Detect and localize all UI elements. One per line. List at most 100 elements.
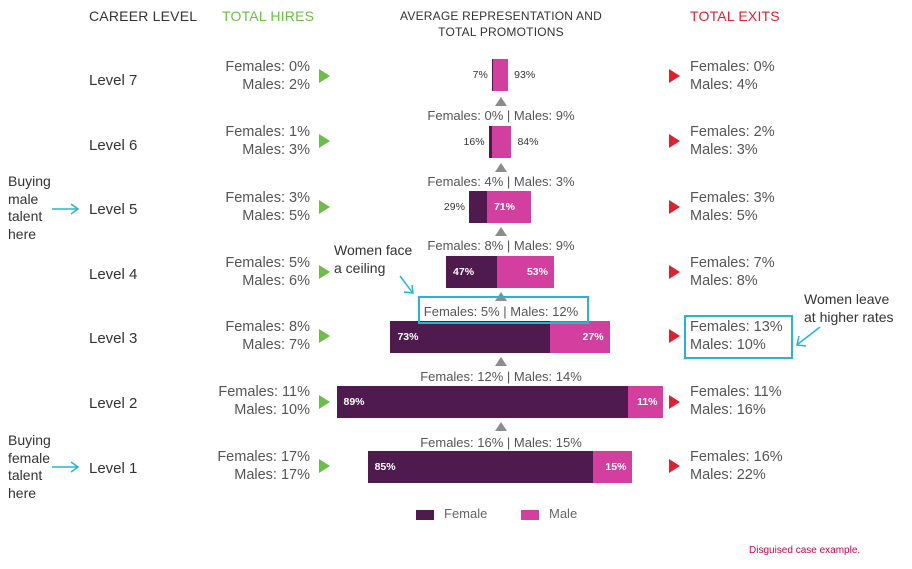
promotion-rate: Females: 12% | Males: 14% (420, 369, 582, 384)
exits-female: Females: 7% (690, 255, 775, 271)
bar-male-label: 84% (517, 136, 539, 148)
bar-male-label: 71% (493, 201, 515, 213)
bar-male-segment (627, 386, 664, 418)
note-line: talent (8, 208, 43, 224)
hires-male: Males: 3% (242, 141, 310, 158)
hires-male: Males: 6% (242, 272, 310, 289)
promotion-rate: Females: 8% | Males: 9% (427, 238, 575, 253)
hires-arrow-icon (319, 265, 330, 279)
hires-male: Males: 5% (242, 207, 310, 224)
exits-arrow-icon (669, 69, 680, 83)
exits-male: Males: 3% (690, 141, 758, 158)
hires-female: Females: 8% (225, 319, 310, 335)
level-label: Level 3 (89, 330, 138, 347)
promotion-rate: Females: 5% | Males: 12% (423, 304, 579, 319)
exits-arrow-icon (669, 134, 680, 148)
hires-female: Females: 1% (225, 124, 310, 140)
buying-female-note: Buying female talent here (8, 432, 51, 502)
exits-male: Males: 4% (690, 76, 758, 93)
exits-male: Males: 16% (690, 401, 766, 418)
exits-male: Males: 5% (690, 207, 758, 224)
note-line: Women face (334, 242, 413, 258)
exits-values: Females: 3% Males: 5% (690, 190, 830, 225)
promotion-rate: Females: 0% | Males: 9% (427, 108, 575, 123)
exits-female: Females: 0% (690, 59, 775, 75)
bar-male-segment (486, 191, 532, 223)
hires-arrow-icon (319, 329, 330, 343)
bar-female-segment (491, 59, 493, 91)
hires-arrow-icon (319, 459, 330, 473)
note-line: here (8, 484, 37, 501)
buying-male-note: Buying male talent here (8, 173, 51, 243)
hires-female: Females: 0% (225, 59, 310, 75)
promotion-arrow-icon (495, 357, 507, 366)
bar-male-label: 15% (605, 461, 627, 473)
hires-arrow-icon (319, 395, 330, 409)
bar-female-label: 85% (374, 461, 396, 473)
hires-male: Males: 2% (242, 76, 310, 93)
bar-female-segment (336, 386, 628, 418)
note-line: talent (8, 467, 43, 483)
note-line: here (8, 225, 37, 242)
bar-male-segment (550, 321, 610, 353)
ceiling-arrow-icon (399, 275, 414, 294)
leave-note: Women leave at higher rates (804, 291, 894, 326)
exits-values: Females: 7% Males: 8% (690, 255, 830, 290)
exits-male: Males: 10% (690, 336, 766, 353)
hires-values: Females: 8% Males: 7% (170, 319, 310, 354)
bar-female-label: 29% (443, 201, 465, 213)
bar-female-label: 89% (343, 396, 365, 408)
exits-female: Females: 16% (690, 449, 783, 465)
legend-swatch-male (521, 510, 539, 520)
bar-male-label: 53% (526, 266, 548, 278)
bar-female-label: 73% (397, 331, 419, 343)
promotion-arrow-icon (495, 163, 507, 172)
buying-male-arrow-icon (52, 203, 80, 215)
total-hires-header: TOTAL HIRES (222, 8, 315, 24)
bar-female-label: 7% (472, 69, 488, 81)
bar-female-segment (390, 321, 551, 353)
bar-female-label: 47% (453, 266, 475, 278)
level-label: Level 5 (89, 201, 138, 218)
exits-female: Females: 3% (690, 190, 775, 206)
hires-values: Females: 5% Males: 6% (170, 255, 310, 290)
level-label: Level 2 (89, 395, 138, 412)
hires-arrow-icon (319, 200, 330, 214)
exits-female: Females: 11% (690, 384, 782, 400)
hires-female: Females: 11% (218, 384, 310, 400)
representation-header: AVERAGE REPRESENTATION AND TOTAL PROMOTI… (380, 8, 622, 40)
hires-values: Females: 3% Males: 5% (170, 190, 310, 225)
note-line: male (8, 190, 39, 207)
note-line: female (8, 449, 51, 466)
bar-female-label: 16% (463, 136, 485, 148)
promotion-arrow-icon (495, 227, 507, 236)
note-line: Buying (8, 432, 51, 448)
hires-male: Males: 7% (242, 336, 310, 353)
legend-swatch-female (416, 510, 434, 520)
exits-values: Females: 16% Males: 22% (690, 449, 830, 484)
leave-arrow-icon (796, 326, 821, 347)
exits-male: Males: 8% (690, 272, 758, 289)
note-line: Buying (8, 173, 51, 189)
hires-female: Females: 17% (217, 449, 310, 465)
exits-arrow-icon (669, 329, 680, 343)
legend-label-male: Male (549, 506, 578, 521)
hires-male: Males: 17% (234, 466, 310, 483)
level-label: Level 7 (89, 72, 138, 89)
note-line: at higher rates (804, 308, 894, 325)
level-label: Level 4 (89, 266, 138, 283)
hires-female: Females: 5% (225, 255, 310, 271)
bar-male-segment (496, 256, 554, 288)
exits-values: Females: 13% Males: 10% (690, 319, 830, 354)
exits-arrow-icon (669, 265, 680, 279)
bar-male-label: 11% (637, 396, 658, 408)
level-label: Level 6 (89, 137, 138, 154)
bar-female-segment (468, 191, 487, 223)
hires-arrow-icon (319, 134, 330, 148)
promotion-arrow-icon (495, 97, 507, 106)
ceiling-note: Women face a ceiling (334, 242, 412, 277)
promotion-rate: Females: 4% | Males: 3% (427, 174, 575, 189)
exits-female: Females: 13% (690, 319, 783, 335)
hires-female: Females: 3% (225, 190, 310, 206)
